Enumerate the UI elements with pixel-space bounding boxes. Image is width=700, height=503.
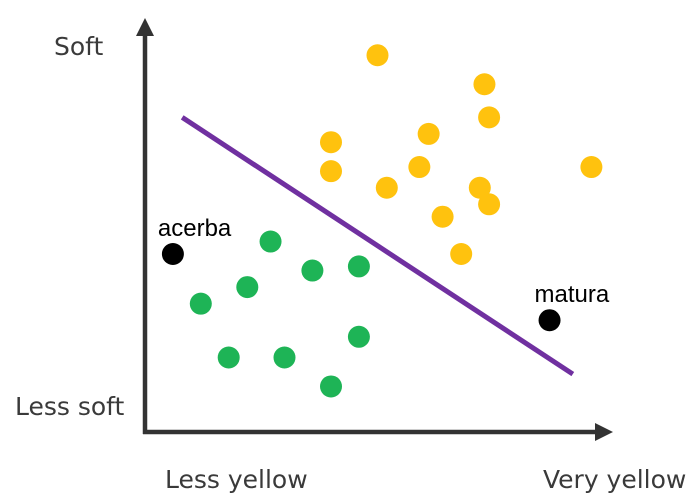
series-0-point-3 [417,122,440,145]
axes [136,18,613,441]
labeled-point-label-0: acerba [158,215,232,242]
labeled-point-0 [161,242,184,265]
x-axis-min-label: Less yellow [165,465,308,494]
series-0-point-11 [431,205,454,228]
series-1-point-8 [320,375,342,398]
x-axis-max-label: Very yellow [543,465,686,494]
series-0-point-10 [478,193,501,216]
y-axis-min-label: Less soft [15,392,125,421]
series-1-point-1 [301,259,324,282]
y-axis-arrowhead [136,18,154,36]
series-1-point-4 [189,292,212,315]
series-1-point-3 [236,276,259,299]
series-0-point-2 [478,106,501,129]
decision-boundary [180,115,575,377]
labeled-point-label-1: matura [535,281,610,308]
series-0-point-12 [450,242,473,265]
series-0-point-0 [366,44,389,67]
y-axis-max-label: Soft [54,32,104,61]
series-1-point-7 [273,346,296,369]
series-0-point-9 [468,176,491,199]
series-0-point-5 [320,160,342,183]
series-1-point-0 [259,230,282,253]
labeled-point-1 [538,309,561,332]
series-0-point-4 [320,131,342,154]
series-0-point-6 [408,156,431,179]
series-0-point-7 [580,156,603,179]
labeled-points: acerba matura [158,215,610,332]
x-axis-arrowhead [595,423,613,441]
series-0-point-8 [375,176,398,199]
data-points [189,44,603,398]
series-1-point-6 [217,346,240,369]
series-1-point-2 [347,255,370,278]
series-0-point-1 [473,73,496,96]
series-1-point-5 [347,325,370,348]
